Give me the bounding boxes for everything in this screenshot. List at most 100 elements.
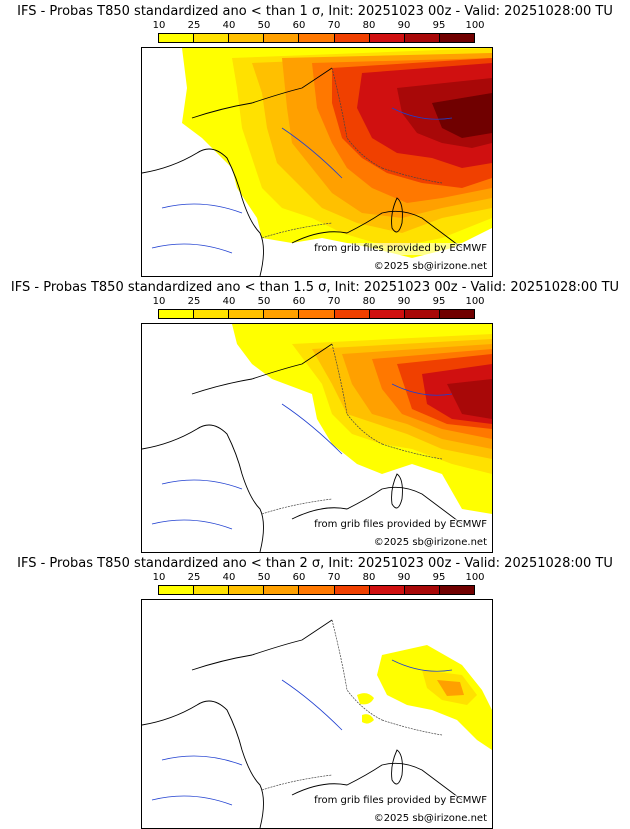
colorbar-segment [299, 310, 335, 318]
colorbar-tick: 80 [362, 20, 376, 31]
colorbar-tick: 95 [432, 572, 446, 583]
coastline-atlantic [142, 148, 264, 276]
country-borders [261, 343, 443, 515]
colorbar-tick: 70 [327, 572, 341, 583]
colorbar-ticks: 10 25 40 50 60 70 80 90 95 100 [143, 296, 493, 308]
colorbar-segment [369, 34, 405, 42]
colorbar-segment [439, 310, 474, 318]
colorbar-segment [404, 34, 440, 42]
colorbar [158, 309, 475, 319]
colorbar-segment [264, 310, 300, 318]
colorbar-tick: 90 [397, 20, 411, 31]
colorbar-tick: 90 [397, 296, 411, 307]
colorbar-tick: 50 [257, 572, 271, 583]
colorbar-tick: 70 [327, 20, 341, 31]
shading-90 [447, 379, 492, 419]
colorbar-segment [159, 586, 195, 594]
coastline-channel [191, 343, 333, 395]
panel-title: IFS - Probas T850 standardized ano < tha… [10, 280, 620, 295]
colorbar-segment [404, 586, 440, 594]
coastline-corsica [391, 749, 403, 785]
rivers [151, 659, 453, 806]
panel-title: IFS - Probas T850 standardized ano < tha… [17, 4, 613, 19]
panel-2sigma: IFS - Probas T850 standardized ano < tha… [0, 552, 630, 829]
colorbar-tick: 95 [432, 20, 446, 31]
copyright-credit: ©2025 sb@irizone.net [373, 537, 487, 549]
colorbar-tick: 10 [152, 572, 166, 583]
colorbar-ticks: 10 25 40 50 60 70 80 90 95 100 [143, 572, 493, 584]
coastline-atlantic [142, 424, 264, 552]
panel-title: IFS - Probas T850 standardized ano < tha… [17, 556, 613, 571]
colorbar-tick: 10 [152, 296, 166, 307]
probability-map: from grib files provided by ECMWF ©2025 … [141, 323, 493, 553]
colorbar-segment [159, 310, 195, 318]
colorbar-tick: 60 [292, 572, 306, 583]
coastline-corsica [391, 197, 403, 233]
probability-map: from grib files provided by ECMWF ©2025 … [141, 47, 493, 277]
colorbar-segment [194, 310, 230, 318]
colorbar-tick: 100 [465, 20, 485, 31]
coastline-corsica [391, 473, 403, 509]
colorbar-tick: 50 [257, 296, 271, 307]
colorbar-segment [299, 34, 335, 42]
colorbar-tick: 60 [292, 296, 306, 307]
colorbar-tick: 25 [187, 572, 201, 583]
colorbar-segment [264, 34, 300, 42]
colorbar-segment [229, 34, 265, 42]
coastline-channel [191, 67, 333, 119]
colorbar-tick: 10 [152, 20, 166, 31]
colorbar-segment [369, 586, 405, 594]
probability-map: from grib files provided by ECMWF ©2025 … [141, 599, 493, 829]
copyright-credit: ©2025 sb@irizone.net [373, 813, 487, 825]
panel-1sigma: IFS - Probas T850 standardized ano < tha… [0, 0, 630, 277]
shading-10-alps [377, 645, 492, 750]
colorbar-segment [264, 586, 300, 594]
shading-10-fragment [362, 714, 374, 724]
colorbar-tick: 50 [257, 20, 271, 31]
coastline-med [291, 210, 463, 249]
source-credit: from grib files provided by ECMWF [314, 519, 487, 531]
rivers [151, 383, 453, 530]
copyright-credit: ©2025 sb@irizone.net [373, 261, 487, 273]
colorbar-segment [299, 586, 335, 594]
country-borders [261, 619, 443, 791]
colorbar-tick: 95 [432, 296, 446, 307]
colorbar-segment [159, 34, 195, 42]
coastline-channel [191, 619, 333, 671]
country-borders [261, 67, 443, 239]
colorbar-segment [194, 34, 230, 42]
colorbar-segment [334, 34, 370, 42]
map-graphic [142, 324, 492, 552]
coastline-med [291, 762, 463, 801]
colorbar-tick: 60 [292, 20, 306, 31]
colorbar-segment [229, 586, 265, 594]
source-credit: from grib files provided by ECMWF [314, 795, 487, 807]
colorbar-tick: 100 [465, 572, 485, 583]
source-credit: from grib files provided by ECMWF [314, 243, 487, 255]
coastline-med [291, 486, 463, 525]
shading-10-small [357, 693, 374, 705]
coastline-atlantic [142, 700, 264, 828]
colorbar [158, 585, 475, 595]
colorbar-segment [439, 34, 474, 42]
colorbar-segment [439, 586, 474, 594]
panel-1-5sigma: IFS - Probas T850 standardized ano < tha… [0, 276, 630, 553]
colorbar-tick: 40 [222, 296, 236, 307]
colorbar-tick: 40 [222, 20, 236, 31]
rivers [151, 107, 453, 254]
colorbar-tick: 25 [187, 20, 201, 31]
map-graphic [142, 619, 492, 828]
colorbar-segment [194, 586, 230, 594]
colorbar [158, 33, 475, 43]
colorbar-tick: 40 [222, 572, 236, 583]
colorbar-ticks: 10 25 40 50 60 70 80 90 95 100 [143, 20, 493, 32]
colorbar-segment [334, 586, 370, 594]
colorbar-tick: 80 [362, 296, 376, 307]
colorbar-segment [369, 310, 405, 318]
colorbar-segment [334, 310, 370, 318]
colorbar-tick: 25 [187, 296, 201, 307]
colorbar-segment [404, 310, 440, 318]
colorbar-tick: 90 [397, 572, 411, 583]
colorbar-segment [229, 310, 265, 318]
colorbar-tick: 100 [465, 296, 485, 307]
